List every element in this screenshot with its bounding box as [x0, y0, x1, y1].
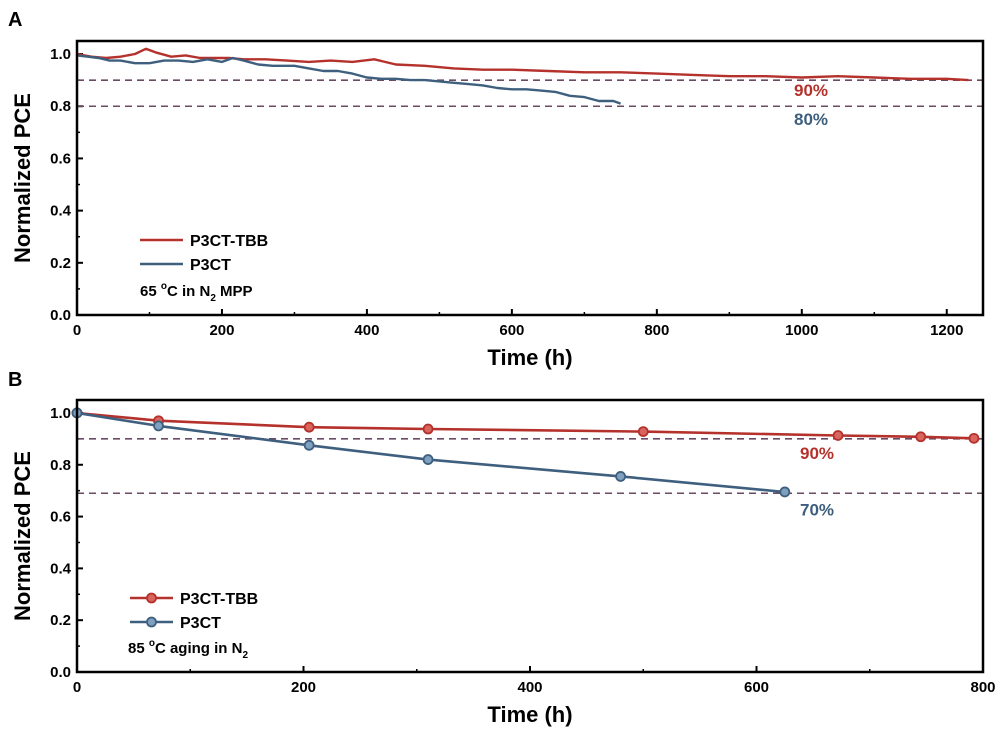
x-axis-title-b: Time (h) [487, 702, 572, 727]
data-point-p3ct-tbb-b [968, 432, 980, 444]
data-point-p3ct-b [303, 439, 315, 451]
legend-label-p3ct-tbb-a: P3CT-TBB [190, 233, 268, 250]
data-point-p3ct-b [422, 454, 434, 465]
x-tick-label-a: 600 [499, 322, 524, 339]
x-tick-label-b: 800 [970, 679, 995, 696]
reference-label-90pct-a: 90% [794, 81, 828, 100]
series-line-p3ct-tbb-b [76, 411, 974, 440]
y-tick-label-b: 0.4 [50, 560, 72, 577]
y-axis-title-a: Normalized PCE [10, 93, 35, 263]
y-tick-label-a: 0.0 [50, 307, 71, 324]
data-point-p3ct-tbb-b [637, 426, 649, 438]
reference-label-70pct-b: 70% [800, 500, 834, 519]
reference-label-80pct-a: 80% [794, 110, 828, 129]
data-point-p3ct-b [153, 420, 164, 432]
data-point-p3ct-tbb-b [422, 423, 434, 435]
y-tick-label-b: 0.2 [50, 612, 71, 629]
x-tick-label-a: 1200 [930, 322, 963, 339]
y-tick-label-a: 0.8 [50, 98, 71, 115]
y-axis-title-b: Normalized PCE [10, 451, 35, 621]
y-tick-label-b: 0.0 [50, 664, 71, 681]
series-line-p3ct-b [76, 411, 785, 494]
x-axis-title-a: Time (h) [487, 345, 572, 370]
data-point-p3ct-tbb-b [832, 430, 844, 441]
y-tick-label-b: 0.6 [50, 509, 71, 526]
legend-a: P3CT-TBB P3CT [140, 233, 268, 274]
series-line-p3ct-tbb-a [76, 47, 969, 82]
x-tick-label-b: 200 [291, 679, 316, 696]
x-tick-label-b: 400 [517, 679, 542, 696]
y-tick-label-a: 1.0 [50, 46, 71, 63]
y-tick-label-a: 0.6 [50, 150, 71, 167]
plot-frame-a [75, 39, 985, 317]
x-tick-label-b: 0 [73, 679, 81, 696]
panel-label-a: A [8, 9, 22, 31]
legend-marker-p3ct-tbb-b [146, 592, 157, 604]
legend-label-p3ct-tbb-b: P3CT-TBB [180, 591, 258, 608]
condition-annotation-b: 85 oC aging in N2 [128, 638, 248, 661]
x-tick-label-a: 0 [73, 322, 81, 339]
x-tick-label-a: 200 [209, 322, 234, 339]
panel-label-b: B [8, 369, 22, 391]
data-point-p3ct-tbb-b [303, 421, 315, 433]
data-point-p3ct-b [615, 471, 626, 482]
panel-b: B 0 200 400 600 8000.00.20.40.60.81.090%70% … [8, 369, 996, 727]
legend-label-p3ct-b: P3CT [180, 615, 221, 632]
data-point-p3ct-b [779, 486, 791, 498]
series-line-p3ct-a [76, 54, 622, 105]
reference-label-90pct-b: 90% [800, 444, 834, 463]
y-tick-label-a: 0.4 [50, 203, 72, 220]
plot-frame-b [75, 398, 985, 674]
legend-marker-p3ct-b [146, 616, 157, 628]
y-tick-label-b: 0.8 [50, 457, 71, 474]
data-point-p3ct-tbb-b [915, 431, 927, 443]
panel-a: A 0 200 400 600 800 1000 1200 0.0 0.2 0.4 0.6 0.8 1.… [8, 9, 985, 370]
y-tick-label-a: 0.2 [50, 255, 71, 272]
x-tick-label-a: 800 [644, 322, 669, 339]
x-tick-label-a: 400 [354, 322, 379, 339]
y-tick-label-b: 1.0 [50, 405, 71, 422]
condition-annotation-a: 65 oC in N2 MPP [140, 281, 253, 304]
legend-b: P3CT-TBB P3CT [130, 591, 258, 632]
x-tick-label-b: 600 [744, 679, 769, 696]
x-tick-label-a: 1000 [785, 322, 818, 339]
legend-label-p3ct-a: P3CT [190, 257, 231, 274]
